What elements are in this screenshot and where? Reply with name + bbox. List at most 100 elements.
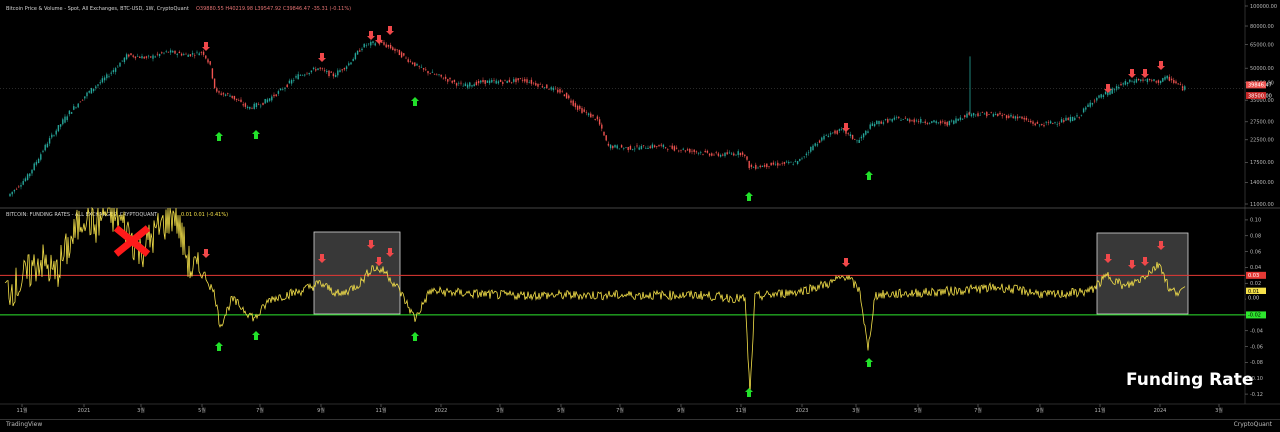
price-candle — [163, 52, 165, 54]
price-candle — [684, 150, 687, 152]
price-candle — [1107, 91, 1109, 96]
funding-buy-arrow — [745, 388, 753, 397]
price-candle — [792, 164, 794, 165]
price-candle — [821, 137, 823, 141]
price-candle — [191, 53, 194, 55]
price-candle — [1003, 114, 1006, 116]
price-candle — [244, 103, 247, 107]
price-candle — [719, 154, 722, 157]
funding-current-tag: 0.01 — [1248, 289, 1259, 295]
price-candle — [596, 116, 599, 120]
price-candle — [460, 82, 462, 84]
price-candle — [337, 70, 339, 76]
price-candle — [827, 135, 830, 138]
price-candle — [297, 74, 299, 80]
price-candle — [354, 53, 357, 60]
price-candle — [746, 156, 748, 160]
price-candle — [55, 130, 57, 135]
price-candle — [328, 70, 330, 77]
price-candle — [658, 145, 660, 147]
price-candle — [110, 72, 112, 74]
price-candle — [409, 61, 412, 62]
price-candle — [119, 62, 121, 67]
price-candle — [361, 48, 363, 51]
funding-tick-label: -0.12 — [1250, 392, 1263, 398]
price-candle — [911, 120, 913, 121]
price-current-tag-bg — [1246, 81, 1266, 89]
price-candle — [466, 84, 469, 88]
price-candle — [392, 47, 394, 50]
price-candle — [167, 51, 170, 53]
price-candle — [176, 53, 178, 55]
price-candle — [552, 87, 555, 91]
price-candle — [810, 146, 812, 152]
price-candle — [139, 56, 141, 59]
x-tick-label: 2022 — [435, 408, 448, 414]
price-candle — [891, 119, 893, 122]
funding-upper-tag-bg — [1246, 271, 1266, 279]
price-candle — [449, 78, 451, 80]
price-candle — [642, 145, 645, 146]
price-candle — [332, 73, 335, 77]
price-buy-arrow — [411, 97, 419, 106]
price-candle — [1159, 80, 1162, 84]
price-candle — [158, 53, 161, 57]
price-candle — [26, 174, 29, 181]
x-tick-label: 11월 — [1095, 407, 1106, 414]
price-candle — [605, 135, 607, 141]
price-candle — [488, 80, 491, 84]
price-candle — [491, 80, 493, 83]
price-candle — [851, 134, 854, 139]
price-candle — [62, 119, 64, 125]
price-candle — [213, 78, 216, 88]
price-candle — [733, 153, 735, 156]
price-candle — [662, 144, 665, 148]
price-candle — [205, 55, 207, 59]
price-candle — [42, 150, 44, 152]
price-candle — [572, 100, 574, 106]
price-candle — [1034, 123, 1036, 126]
price-candle — [374, 43, 376, 46]
price-candle — [807, 152, 810, 154]
price-sell-arrow — [1141, 69, 1149, 78]
price-candle — [922, 122, 924, 123]
price-candle — [739, 152, 742, 156]
price-candle — [18, 186, 20, 188]
price-candle — [348, 63, 350, 66]
price-candle — [436, 74, 438, 76]
price-candle — [117, 66, 119, 68]
price-candle — [51, 134, 53, 138]
price-candle — [1124, 81, 1127, 85]
price-candle — [990, 112, 992, 114]
price-candle — [772, 162, 775, 165]
price-candle — [1012, 116, 1014, 119]
price-candle — [310, 70, 313, 73]
price-candle — [535, 83, 537, 86]
price-candle — [1016, 116, 1019, 119]
price-candle — [506, 80, 508, 84]
bottom-pane-values: 0.01 0.01 (-0.41%) — [181, 212, 228, 218]
price-candle — [240, 99, 242, 102]
price-candle — [964, 115, 966, 118]
price-candle — [961, 118, 964, 120]
price-candle — [317, 68, 319, 71]
price-candle — [1181, 86, 1184, 91]
price-candle — [816, 144, 819, 146]
price-candle — [917, 121, 920, 122]
price-candle — [46, 143, 49, 148]
price-candle — [607, 143, 610, 146]
price-candle — [147, 55, 150, 57]
price-candle — [508, 79, 511, 83]
price-candle — [537, 83, 539, 87]
price-candle — [1093, 100, 1096, 102]
price-candle — [603, 131, 605, 136]
price-candle — [420, 66, 423, 68]
price-candle — [1164, 76, 1166, 80]
price-candle — [796, 161, 799, 164]
price-candle — [165, 51, 167, 52]
price-candle — [904, 117, 907, 119]
price-candle — [209, 61, 211, 65]
price-candle — [24, 178, 27, 182]
price-sell-arrow — [375, 35, 383, 44]
price-candle — [253, 103, 255, 109]
